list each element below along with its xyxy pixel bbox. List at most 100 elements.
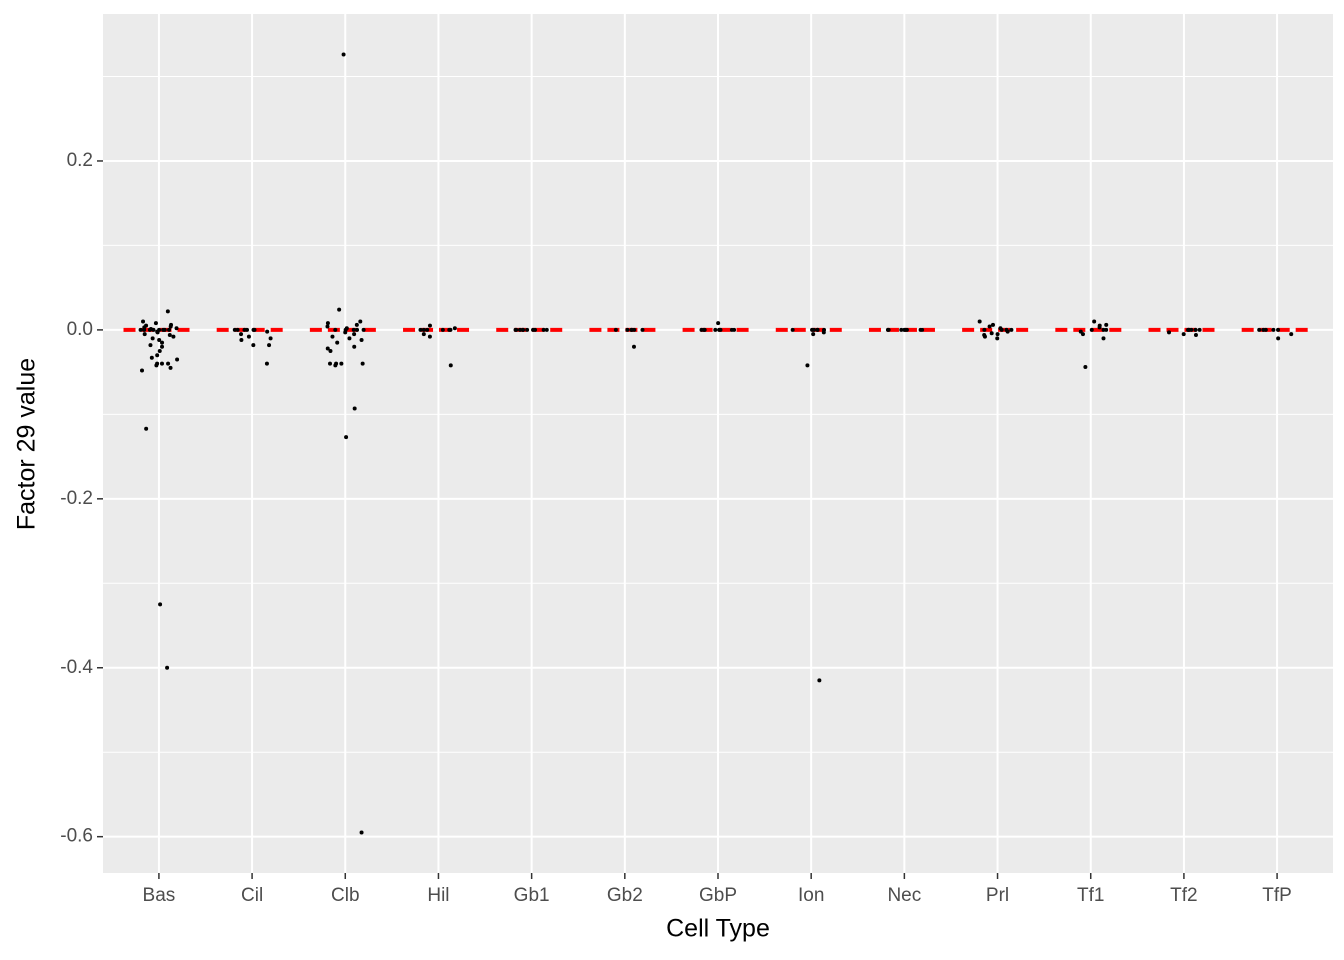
point: [987, 324, 992, 329]
point: [1289, 332, 1294, 337]
point: [995, 336, 1000, 341]
point: [629, 327, 634, 332]
x-tick-label: Gb2: [607, 885, 643, 906]
point: [157, 338, 162, 343]
point: [447, 327, 452, 332]
point: [166, 361, 171, 366]
point: [358, 319, 363, 324]
point: [154, 363, 159, 368]
point: [713, 327, 718, 332]
point: [918, 327, 923, 332]
point: [625, 327, 630, 332]
point: [144, 426, 149, 431]
point: [640, 327, 645, 332]
point: [141, 319, 146, 324]
point: [1101, 336, 1106, 341]
x-tick-label: Cil: [241, 885, 263, 906]
point: [149, 355, 154, 360]
x-tick-label: Clb: [331, 885, 360, 906]
point: [153, 321, 158, 326]
point: [174, 326, 179, 331]
point: [165, 309, 170, 314]
point: [155, 353, 160, 358]
point: [541, 327, 546, 332]
point: [344, 435, 349, 440]
point: [811, 332, 816, 337]
point: [1181, 332, 1186, 337]
point: [1193, 332, 1198, 337]
point: [352, 332, 357, 337]
point: [328, 349, 333, 354]
point: [1261, 327, 1266, 332]
point: [265, 329, 270, 334]
point: [167, 327, 172, 332]
point: [699, 327, 704, 332]
y-tick-label: -0.6: [60, 826, 93, 847]
point: [161, 327, 166, 332]
point: [138, 327, 143, 332]
point: [159, 361, 164, 366]
point: [343, 330, 348, 335]
point: [717, 327, 722, 332]
point: [165, 665, 170, 670]
point: [1097, 325, 1102, 330]
point: [990, 322, 995, 327]
point: [155, 330, 160, 335]
point: [268, 336, 273, 341]
point: [544, 327, 549, 332]
x-tick-label: Prl: [986, 885, 1009, 906]
point: [347, 336, 352, 341]
point: [351, 327, 356, 332]
point: [995, 332, 1000, 337]
point: [267, 343, 272, 348]
point: [427, 334, 432, 339]
point: [817, 678, 822, 683]
point: [513, 327, 518, 332]
point: [1276, 327, 1281, 332]
point: [1009, 327, 1014, 332]
point: [899, 327, 904, 332]
point: [167, 332, 172, 337]
x-tick-label: Tf1: [1077, 885, 1104, 906]
point: [355, 327, 360, 332]
y-tick-label: -0.2: [60, 488, 93, 509]
point: [1089, 327, 1094, 332]
point: [235, 327, 240, 332]
point: [452, 326, 457, 331]
x-tick-label: Nec: [887, 885, 921, 906]
point: [1257, 327, 1262, 332]
point: [815, 327, 820, 332]
point: [525, 327, 530, 332]
x-tick-label: Gb1: [514, 885, 550, 906]
point: [425, 327, 430, 332]
x-tick-label: Tf2: [1170, 885, 1197, 906]
point: [354, 322, 359, 327]
point: [352, 344, 357, 349]
point: [421, 327, 426, 332]
point: [821, 330, 826, 335]
point: [533, 327, 538, 332]
point: [427, 323, 432, 328]
point: [805, 363, 810, 368]
point: [729, 327, 734, 332]
point: [352, 406, 357, 411]
point: [242, 327, 247, 332]
x-tick-label: Bas: [143, 885, 176, 906]
point: [631, 344, 636, 349]
point: [337, 307, 342, 312]
point: [168, 365, 173, 370]
point: [902, 327, 907, 332]
point: [1092, 319, 1097, 324]
point: [333, 363, 338, 368]
x-tick-label: Ion: [798, 885, 824, 906]
point: [264, 361, 269, 366]
point: [1189, 327, 1194, 332]
point: [886, 327, 891, 332]
x-tick-label: TfP: [1262, 885, 1292, 906]
point: [147, 327, 152, 332]
point: [339, 361, 344, 366]
point: [325, 321, 330, 326]
y-tick-label: 0.0: [67, 319, 93, 340]
point: [977, 319, 982, 324]
